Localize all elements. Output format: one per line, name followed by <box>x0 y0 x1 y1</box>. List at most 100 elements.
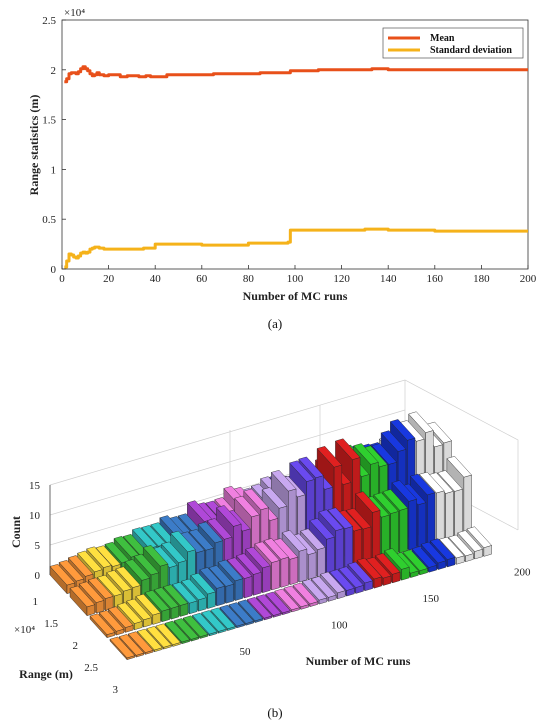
bar-top <box>87 577 114 599</box>
chart-b-z-tick-label: 0 <box>35 570 41 582</box>
bar-top <box>429 538 456 560</box>
bar-top <box>170 530 196 553</box>
chart-b: 0 5 10 15 1 1.5 2 2.5 3 50 100 150 200 ×10⁴ Count Ra… <box>9 379 531 720</box>
chart-b-z-tick-label: 15 <box>29 480 41 492</box>
bar-top <box>49 563 76 586</box>
bar-top <box>133 553 160 576</box>
chart-b-z-tick-label: 5 <box>35 540 41 552</box>
bar-top <box>234 495 260 518</box>
bar-top <box>58 559 85 582</box>
bar-face-front <box>308 552 317 580</box>
chart-b-x-tick-label: 1.5 <box>44 618 58 630</box>
chart-a-y-tick-label: 2 <box>51 65 57 77</box>
bar-top <box>289 460 315 482</box>
bar-top <box>217 559 244 582</box>
bar-top <box>391 480 418 502</box>
bar-top <box>237 599 264 622</box>
bar-top <box>327 507 354 529</box>
bar-top <box>117 602 143 624</box>
bar-face-front <box>436 490 445 543</box>
bar-top <box>127 631 154 653</box>
bar-top <box>265 591 291 614</box>
bar-top <box>206 518 233 540</box>
bar-face-front <box>326 536 335 575</box>
chart-a-x-tick-label: 60 <box>196 273 208 285</box>
bar-top <box>355 491 381 513</box>
chart-a-x-axis-label: Number of MC runs <box>243 289 348 303</box>
chart-b-y-tick-label: 100 <box>331 620 348 632</box>
bar-face-front <box>244 576 253 599</box>
chart-b-x-tick-label: 2.5 <box>84 662 98 674</box>
bar-top <box>98 610 125 632</box>
bar-top <box>316 446 343 468</box>
bar-face-front <box>463 474 472 535</box>
bar-face-front <box>234 578 244 601</box>
bar-top <box>409 473 436 496</box>
bar-face-front <box>372 510 381 562</box>
bar-top <box>162 584 189 606</box>
bar-face-front <box>417 502 427 548</box>
bar-top <box>67 555 94 577</box>
bar-top <box>190 572 216 595</box>
bar-top <box>216 505 242 527</box>
bar-face-front <box>280 556 289 588</box>
bar-top <box>310 576 337 598</box>
chart-a-x-tick-label: 80 <box>243 273 255 285</box>
bar-top <box>389 419 416 441</box>
bar-top <box>437 470 463 492</box>
bar-top <box>245 546 271 569</box>
bar-top <box>226 557 253 579</box>
bar-top <box>335 438 361 460</box>
bar-top <box>86 546 112 568</box>
chart-a-x-tick-label: 200 <box>520 273 537 285</box>
bar-top <box>329 569 355 591</box>
bar-top <box>192 612 218 635</box>
bar-top <box>320 571 346 594</box>
bar-top <box>161 541 187 563</box>
bar-top <box>135 593 161 616</box>
bar-top <box>182 615 209 637</box>
bar-top <box>256 594 282 616</box>
bar-top <box>426 421 452 444</box>
chart-a-y-axis-label: Range statistics (m) <box>27 95 41 196</box>
bar-top <box>270 469 297 492</box>
bar-top <box>208 565 235 587</box>
chart-b-exponent-label: ×10⁴ <box>14 624 35 636</box>
bar-top <box>89 613 116 635</box>
bar-top <box>197 521 224 544</box>
bar-top <box>411 546 438 568</box>
chart-a-x-tick-label: 40 <box>150 273 162 285</box>
bar-top <box>219 604 245 627</box>
chart-a: 0 20 40 60 80 100 120 140 160 180 20000.511.522.5 … <box>27 7 537 331</box>
bar-top <box>188 529 215 551</box>
bar-face-front <box>335 528 344 572</box>
bar-top <box>419 471 445 494</box>
bar-face-front <box>289 556 298 585</box>
bar-top <box>77 550 103 573</box>
bar-top <box>298 456 324 479</box>
chart-a-x-tick-label: 20 <box>103 273 115 285</box>
chart-a-legend: Mean Standard deviation <box>382 27 524 59</box>
bar-face-front <box>427 492 436 546</box>
bar-top <box>201 610 227 632</box>
bar-face-front <box>399 507 408 554</box>
bar-top <box>181 578 207 601</box>
bar-top <box>384 548 410 570</box>
bar-top <box>199 567 225 589</box>
bar-top <box>153 587 180 609</box>
chart-a-x-tick-label: 160 <box>427 273 444 285</box>
bar-top <box>300 528 326 550</box>
bar-top <box>164 620 191 643</box>
chart-b-x-tick-label: 2 <box>73 640 79 652</box>
bar-top <box>146 626 172 648</box>
chart-b-x-tick-label: 3 <box>113 684 119 696</box>
bar-top <box>172 581 198 604</box>
bar-face-front <box>445 491 454 540</box>
bar-top <box>283 585 309 608</box>
chart-b-y-tick-label: 50 <box>240 646 252 658</box>
bar-face-front <box>225 583 234 604</box>
chart-a-y-tick-label: 1 <box>51 164 57 176</box>
bar-top <box>318 509 344 531</box>
chart-a-plot-area <box>61 19 529 270</box>
